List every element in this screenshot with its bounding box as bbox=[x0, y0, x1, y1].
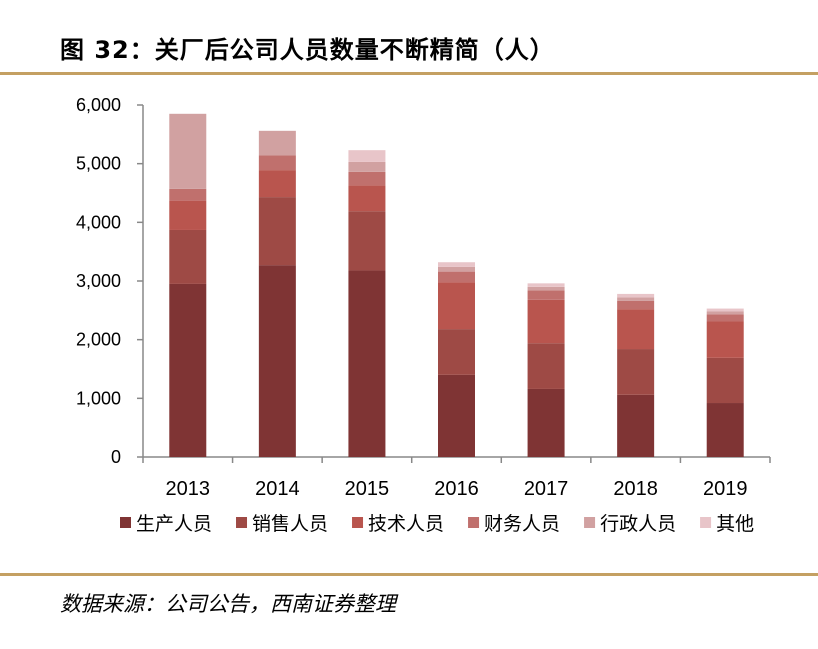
bar-segment bbox=[348, 270, 386, 457]
bar-segment bbox=[169, 113, 207, 189]
legend-label: 生产人员 bbox=[136, 513, 212, 535]
bar-segment bbox=[706, 403, 744, 457]
bar-segment bbox=[438, 262, 475, 267]
legend-swatch bbox=[700, 517, 712, 528]
y-tick-label: 1,000 bbox=[76, 388, 121, 408]
bar-segment bbox=[169, 229, 207, 284]
legend-label: 销售人员 bbox=[252, 513, 328, 535]
legend-swatch bbox=[352, 517, 364, 528]
x-tick-label: 2018 bbox=[613, 478, 658, 500]
bar-segment bbox=[527, 343, 565, 389]
bar-segment bbox=[527, 283, 565, 287]
x-tick-label: 2015 bbox=[345, 478, 390, 500]
bar-segment bbox=[527, 388, 565, 457]
legend-label: 行政人员 bbox=[600, 513, 676, 535]
bar-segment bbox=[348, 211, 386, 271]
x-tick-label: 2013 bbox=[166, 478, 211, 500]
bar-segment bbox=[438, 374, 475, 457]
x-tick-label: 2017 bbox=[524, 478, 569, 500]
bar-segment bbox=[438, 282, 475, 330]
legend-label: 其他 bbox=[716, 513, 754, 535]
bar-segment bbox=[258, 265, 296, 457]
bar-segment bbox=[169, 283, 207, 457]
legend-swatch bbox=[468, 517, 480, 528]
legend: 生产人员 销售人员 技术人员 财务人员 行政人员 其他 bbox=[120, 513, 754, 535]
title-divider bbox=[0, 72, 818, 75]
bar-segment bbox=[706, 311, 744, 315]
bar-segment bbox=[258, 155, 296, 171]
bar-segment bbox=[348, 150, 386, 162]
y-tick-label: 2,000 bbox=[76, 330, 121, 350]
bar-segment bbox=[527, 299, 565, 344]
source-divider bbox=[0, 573, 818, 576]
legend-swatch bbox=[120, 517, 131, 528]
bar-segment bbox=[258, 197, 296, 266]
y-tick-label: 0 bbox=[111, 447, 121, 467]
bar-segment bbox=[706, 314, 744, 322]
bar-segment bbox=[438, 266, 475, 272]
bar-segment bbox=[706, 357, 744, 404]
bar-segment bbox=[617, 293, 655, 298]
legend-label: 财务人员 bbox=[484, 513, 560, 535]
source-note: 数据来源：公司公告，西南证券整理 bbox=[60, 592, 396, 616]
x-tick-label: 2019 bbox=[703, 478, 748, 500]
axes: 0 1,000 2,000 3,000 4,000 5,000 6,000 2013 2014 2… bbox=[76, 95, 771, 500]
bar-segment bbox=[258, 170, 296, 198]
legend-swatch bbox=[236, 517, 248, 528]
y-tick-label: 3,000 bbox=[76, 271, 121, 291]
legend-swatch bbox=[584, 517, 596, 528]
y-tick-label: 6,000 bbox=[76, 95, 121, 115]
bar-segment bbox=[617, 300, 655, 310]
bar-segment bbox=[438, 271, 475, 283]
bar-segment bbox=[617, 394, 655, 457]
bar-segment bbox=[617, 297, 655, 301]
bar-segment bbox=[527, 290, 565, 300]
bar-segment bbox=[169, 188, 207, 201]
bar-segment bbox=[617, 309, 655, 350]
bar-segment bbox=[617, 349, 655, 395]
bar-segment bbox=[706, 321, 744, 358]
chart-title: 图 32：关厂后公司人员数量不断精简（人） bbox=[60, 36, 555, 64]
bar-segment bbox=[348, 161, 386, 172]
bar-segment bbox=[527, 286, 565, 291]
legend-label: 技术人员 bbox=[368, 513, 444, 535]
bar-segment bbox=[706, 308, 744, 312]
bars bbox=[169, 113, 744, 457]
bar-segment bbox=[348, 171, 386, 186]
bar-segment bbox=[438, 329, 475, 375]
x-tick-label: 2016 bbox=[434, 478, 479, 500]
x-tick-label: 2014 bbox=[255, 478, 300, 500]
bar-segment bbox=[258, 130, 296, 156]
bar-segment bbox=[348, 185, 386, 212]
y-tick-label: 4,000 bbox=[76, 212, 121, 232]
y-tick-label: 5,000 bbox=[76, 154, 121, 174]
bar-segment bbox=[169, 200, 207, 230]
stacked-bar-chart: 0 1,000 2,000 3,000 4,000 5,000 6,000 2013 2014 2… bbox=[76, 95, 771, 535]
